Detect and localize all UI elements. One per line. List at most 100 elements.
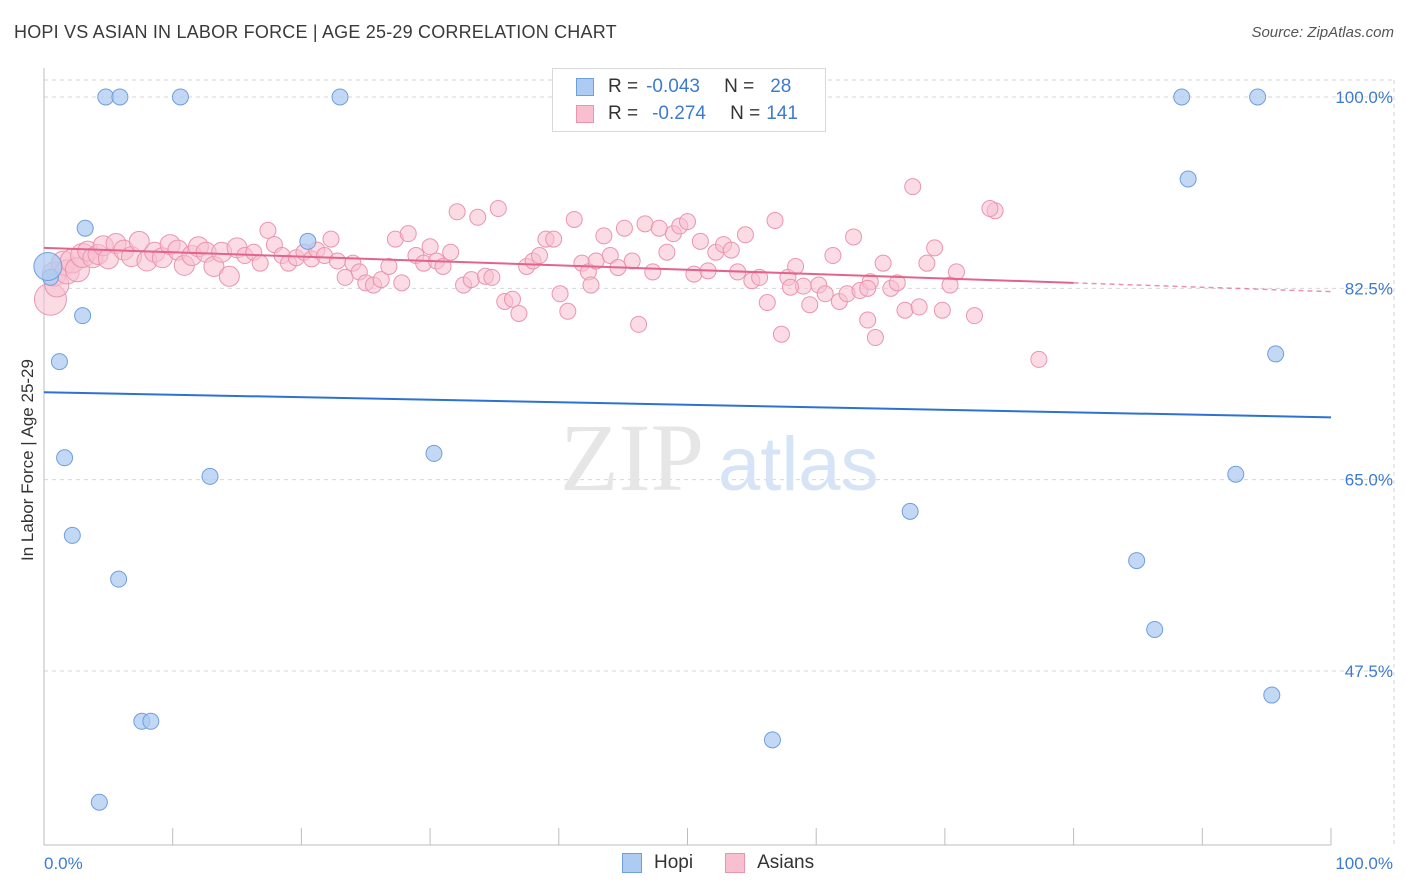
hopi-swatch: [576, 78, 594, 96]
asian-point: [981, 200, 999, 218]
hopi-point: [331, 88, 349, 106]
asian-point: [530, 247, 548, 265]
asian-swatch: [576, 105, 594, 123]
bottom-legend-asian: Asians: [757, 852, 815, 873]
asian-point: [442, 243, 460, 261]
asian-point: [801, 296, 819, 314]
bottom-legend: Hopi Asians: [622, 852, 814, 874]
source-label: Source: ZipAtlas.com: [1251, 24, 1394, 41]
asian-point: [489, 200, 507, 218]
asian-point: [926, 239, 944, 257]
asian-point: [966, 307, 984, 325]
hopi-point: [1249, 88, 1267, 106]
hopi-point: [1267, 345, 1285, 363]
axes: [43, 68, 1332, 846]
hopi-point: [76, 219, 94, 237]
hopi-point: [171, 88, 189, 106]
hopi-point: [110, 570, 128, 588]
x-tick-label-min: 0.0%: [44, 854, 83, 873]
asian-point: [904, 178, 922, 196]
hopi-point: [111, 88, 129, 106]
hopi-point: [763, 731, 781, 749]
bottom-legend-hopi: Hopi: [654, 852, 694, 873]
asian-point: [933, 301, 951, 319]
asian-point: [380, 257, 398, 275]
hopi-point: [63, 526, 81, 544]
hopi-point: [1146, 620, 1164, 638]
asian-point: [751, 268, 769, 286]
legend-hopi-n-value: 28: [770, 76, 792, 97]
y-tick-label: 82.5%: [1345, 279, 1393, 298]
asian-series: [33, 178, 1048, 368]
asian-point: [816, 285, 834, 303]
asian-point: [859, 311, 877, 329]
asian-point: [1030, 350, 1048, 368]
asian-point: [251, 254, 269, 272]
asian-point: [896, 301, 914, 319]
asian-point: [582, 276, 600, 294]
asian-point: [658, 243, 676, 261]
asian-point: [766, 212, 784, 230]
legend-row-hopi: R = -0.043 N = 28: [553, 74, 791, 100]
asian-point: [483, 268, 501, 286]
legend: R = -0.043 N = 28 R = -0.274 N = 141: [552, 68, 826, 132]
asian-point: [650, 219, 668, 237]
asian-point: [874, 254, 892, 272]
asian-point: [787, 257, 805, 275]
watermark: ZIP atlas: [560, 404, 879, 511]
hopi-point: [1173, 88, 1191, 106]
hopi-point: [1263, 686, 1281, 704]
asian-point: [888, 274, 906, 292]
hopi-point: [901, 502, 919, 520]
legend-asian-r-value: -0.274: [652, 103, 706, 124]
asian-point: [259, 221, 277, 239]
asian-point: [462, 271, 480, 289]
hopi-point: [33, 251, 63, 281]
asian-point: [623, 252, 641, 270]
bottom-asian-swatch: [725, 853, 746, 873]
asian-point: [545, 230, 563, 248]
asian-point: [910, 298, 928, 316]
asian-point: [421, 238, 439, 256]
chart-title: HOPI VS ASIAN IN LABOR FORCE | AGE 25-29…: [14, 22, 617, 42]
asian-point: [824, 247, 842, 265]
asian-point: [322, 230, 340, 248]
y-tick-label: 65.0%: [1345, 471, 1393, 490]
hopi-point: [201, 467, 219, 485]
asian-point: [679, 213, 696, 231]
tick-labels: 47.5% 65.0% 82.5% 100.0% 0.0% 100.0%: [44, 88, 1393, 873]
legend-asian-r-label: R =: [608, 103, 639, 124]
hopi-point: [1179, 170, 1197, 188]
watermark-atlas: atlas: [718, 422, 879, 507]
asian-point: [469, 208, 487, 226]
asian-point: [559, 302, 577, 320]
asian-point: [691, 232, 709, 250]
legend-hopi-r-label: R =: [608, 76, 639, 97]
asian-point: [845, 228, 863, 246]
asian-point: [399, 225, 417, 243]
hopi-point: [142, 712, 160, 730]
asian-point: [393, 274, 411, 292]
legend-row-asian: R = -0.274 N = 141: [553, 101, 798, 127]
asian-trend-line: [43, 246, 1074, 284]
asian-point: [328, 252, 346, 270]
asian-point: [685, 265, 703, 283]
hopi-point: [1128, 552, 1146, 570]
legend-hopi-r-value: -0.043: [646, 76, 700, 97]
hopi-point: [299, 232, 317, 250]
asian-point: [644, 263, 662, 281]
asian-point: [947, 263, 965, 281]
hopi-point: [1227, 465, 1245, 483]
asian-point: [372, 271, 390, 289]
asian-trend-extension: [1073, 282, 1332, 293]
asian-point: [758, 294, 776, 312]
asian-point: [772, 325, 790, 343]
asian-point: [736, 226, 754, 244]
hopi-point: [425, 444, 443, 462]
hopi-series: [33, 88, 1285, 811]
hopi-trend-line: [43, 391, 1332, 419]
legend-asian-n-value: 141: [766, 103, 798, 124]
x-tick-label-max: 100.0%: [1335, 854, 1393, 873]
asian-point: [336, 268, 354, 286]
y-tick-label: 47.5%: [1345, 662, 1393, 681]
